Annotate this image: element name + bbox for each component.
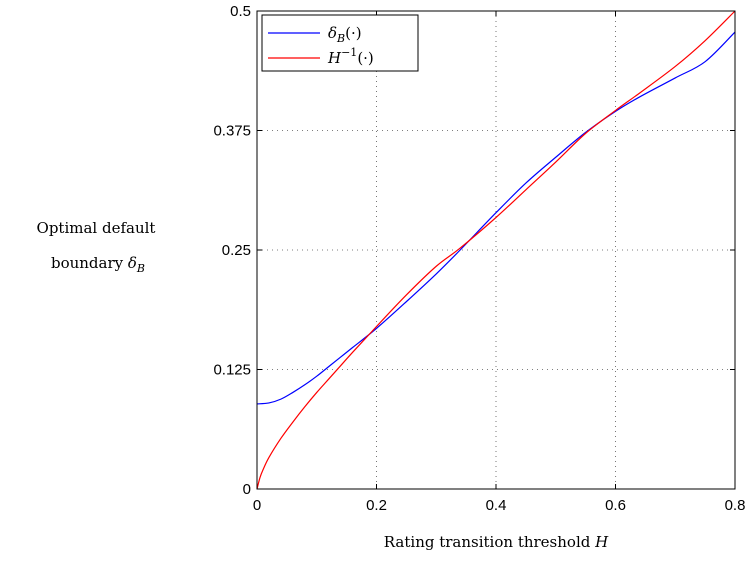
x-tick-label: 0.8 — [725, 497, 746, 514]
series-line-h-inverse — [256, 10, 736, 490]
grid-lines — [257, 11, 735, 489]
x-tick-label: 0 — [253, 497, 261, 514]
y-tick-label: 0.5 — [230, 3, 251, 20]
x-tick-label: 0.4 — [486, 497, 507, 514]
legend-label-delta-b: δB(·) — [328, 24, 362, 45]
axis-ticks: 0 0.2 0.4 0.6 0.8 0 0.125 0.25 0.375 0.5 — [213, 3, 745, 514]
y-tick-label: 0.25 — [222, 242, 251, 259]
x-tick-label: 0.2 — [366, 497, 387, 514]
y-axis-label-line-1: Optimal default — [37, 219, 156, 237]
y-axis-label-line-2: boundary δB — [51, 254, 145, 275]
x-tick-label: 0.6 — [605, 497, 626, 514]
y-tick-label: 0.375 — [213, 123, 251, 140]
legend-box — [261, 14, 419, 72]
y-tick-label: 0 — [243, 481, 251, 498]
legend-label-h-inverse: H−1(·) — [327, 46, 374, 67]
plot-area-frame — [256, 10, 736, 490]
series-lines — [256, 10, 736, 490]
x-axis-label: Rating transition threshold H — [384, 533, 609, 551]
series-line-delta-b — [256, 31, 736, 405]
legend: δB(·) H−1(·) — [261, 14, 419, 72]
y-tick-label: 0.125 — [213, 362, 251, 379]
